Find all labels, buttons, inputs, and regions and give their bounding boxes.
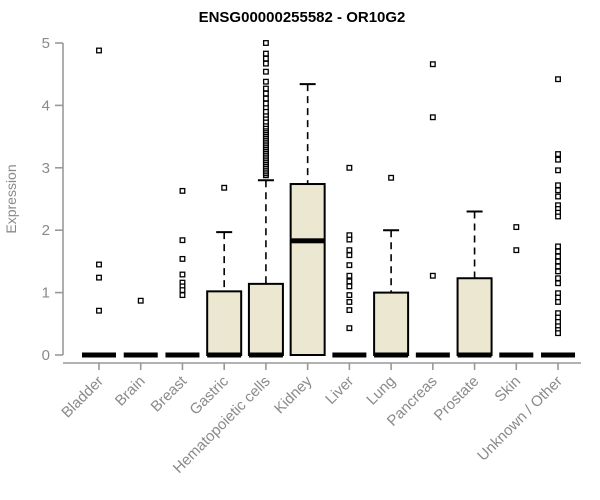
median-bar-breast: [165, 352, 200, 358]
outlier-point-breast: [179, 287, 186, 294]
outlier-point-unknown-other: [555, 187, 561, 194]
median-bar-pancreas: [415, 352, 450, 358]
y-tick-label: 1: [42, 285, 50, 302]
outlier-point-unknown-other: [555, 280, 561, 287]
outlier-point-liver: [346, 292, 353, 299]
outlier-point-pancreas: [429, 61, 436, 68]
outlier-point-unknown-other: [555, 258, 561, 265]
median-bar-prostate: [457, 352, 492, 358]
outlier-point-liver: [346, 252, 353, 259]
median-bar-brain: [123, 352, 158, 358]
outlier-point-breast: [179, 292, 186, 299]
median-bar-lung: [374, 352, 409, 358]
outlier-point-hematopoietic-cells: [262, 55, 269, 62]
outlier-point-liver: [346, 299, 353, 305]
outlier-point-liver: [346, 164, 353, 171]
outlier-point-unknown-other: [555, 243, 561, 250]
outlier-point-breast: [179, 237, 186, 244]
x-tick-label-skin: Skin: [491, 373, 524, 406]
outlier-point-liver: [346, 278, 353, 285]
box-prostate: [456, 277, 493, 356]
median-bar-skin: [499, 352, 534, 358]
x-tick-label-lung: Lung: [363, 373, 399, 409]
x-tick-label-liver: Liver: [322, 373, 357, 408]
median-bar-unknown-other: [541, 352, 576, 358]
outlier-point-hematopoietic-cells: [262, 60, 269, 67]
outlier-point-unknown-other: [555, 182, 561, 189]
outlier-point-lung: [388, 174, 395, 181]
median-bar-gastric: [207, 352, 242, 358]
outlier-point-unknown-other: [555, 213, 561, 220]
outlier-point-hematopoietic-cells: [262, 78, 269, 85]
outlier-point-unknown-other: [555, 76, 561, 83]
outlier-point-pancreas: [429, 114, 436, 121]
x-tick-label-kidney: Kidney: [271, 372, 316, 417]
y-tick-label: 4: [42, 97, 50, 114]
outlier-point-skin: [513, 247, 520, 254]
y-tick-label: 2: [42, 222, 50, 239]
outlier-point-unknown-other: [555, 268, 561, 275]
outlier-point-liver: [346, 325, 353, 332]
outlier-point-gastric: [221, 184, 228, 191]
outlier-point-liver: [346, 307, 353, 314]
x-tick-label-bladder: Bladder: [58, 373, 107, 422]
outlier-point-unknown-other: [555, 156, 561, 163]
outlier-point-hematopoietic-cells: [262, 100, 269, 107]
outlier-point-hematopoietic-cells: [262, 68, 269, 75]
chart-title: ENSG00000255582 - OR10G2: [199, 9, 406, 26]
outlier-point-hematopoietic-cells: [262, 90, 269, 97]
outlier-point-unknown-other: [555, 330, 561, 337]
outlier-point-hematopoietic-cells: [262, 40, 269, 46]
median-bar-liver: [332, 352, 367, 358]
outlier-point-liver: [346, 262, 353, 269]
outlier-point-unknown-other: [555, 193, 561, 200]
x-tick-label-brain: Brain: [112, 373, 149, 410]
y-axis-label: Expression: [3, 164, 19, 233]
median-bar-hematopoietic-cells: [248, 352, 283, 358]
outlier-point-bladder: [96, 274, 102, 281]
outlier-point-brain: [137, 297, 144, 304]
outlier-point-unknown-other: [555, 299, 561, 305]
outlier-point-hematopoietic-cells: [262, 50, 269, 57]
outlier-point-unknown-other: [555, 263, 561, 270]
outlier-point-unknown-other: [555, 248, 561, 255]
outlier-point-liver: [346, 236, 353, 243]
box-kidney: [289, 183, 326, 356]
outlier-point-skin: [513, 224, 520, 231]
box-gastric: [206, 290, 243, 356]
outlier-point-bladder: [96, 261, 102, 268]
box-lung: [373, 291, 410, 357]
outlier-point-hematopoietic-cells: [262, 85, 269, 92]
outlier-point-breast: [179, 271, 186, 278]
outlier-point-bladder: [96, 47, 102, 54]
outlier-point-pancreas: [429, 272, 436, 279]
median-bar-kidney: [290, 238, 325, 244]
median-bar-bladder: [82, 352, 116, 358]
outlier-point-breast: [179, 187, 186, 194]
box-hematopoietic-cells: [247, 282, 284, 357]
outlier-point-unknown-other: [555, 151, 561, 158]
outlier-point-hematopoietic-cells: [262, 95, 269, 102]
outlier-point-liver: [346, 272, 353, 279]
y-tick-label: 3: [42, 160, 50, 177]
outlier-point-unknown-other: [555, 275, 561, 282]
outlier-point-unknown-other: [555, 253, 561, 260]
outlier-point-breast: [179, 255, 186, 262]
x-tick-label-prostate: Prostate: [431, 373, 483, 425]
x-tick-label-breast: Breast: [148, 372, 191, 415]
y-tick-label: 5: [42, 35, 50, 52]
outlier-point-liver: [346, 247, 353, 254]
outlier-point-liver: [346, 283, 353, 290]
outlier-point-unknown-other: [555, 167, 561, 174]
y-tick-label: 0: [42, 347, 50, 364]
outlier-point-bladder: [96, 307, 102, 314]
